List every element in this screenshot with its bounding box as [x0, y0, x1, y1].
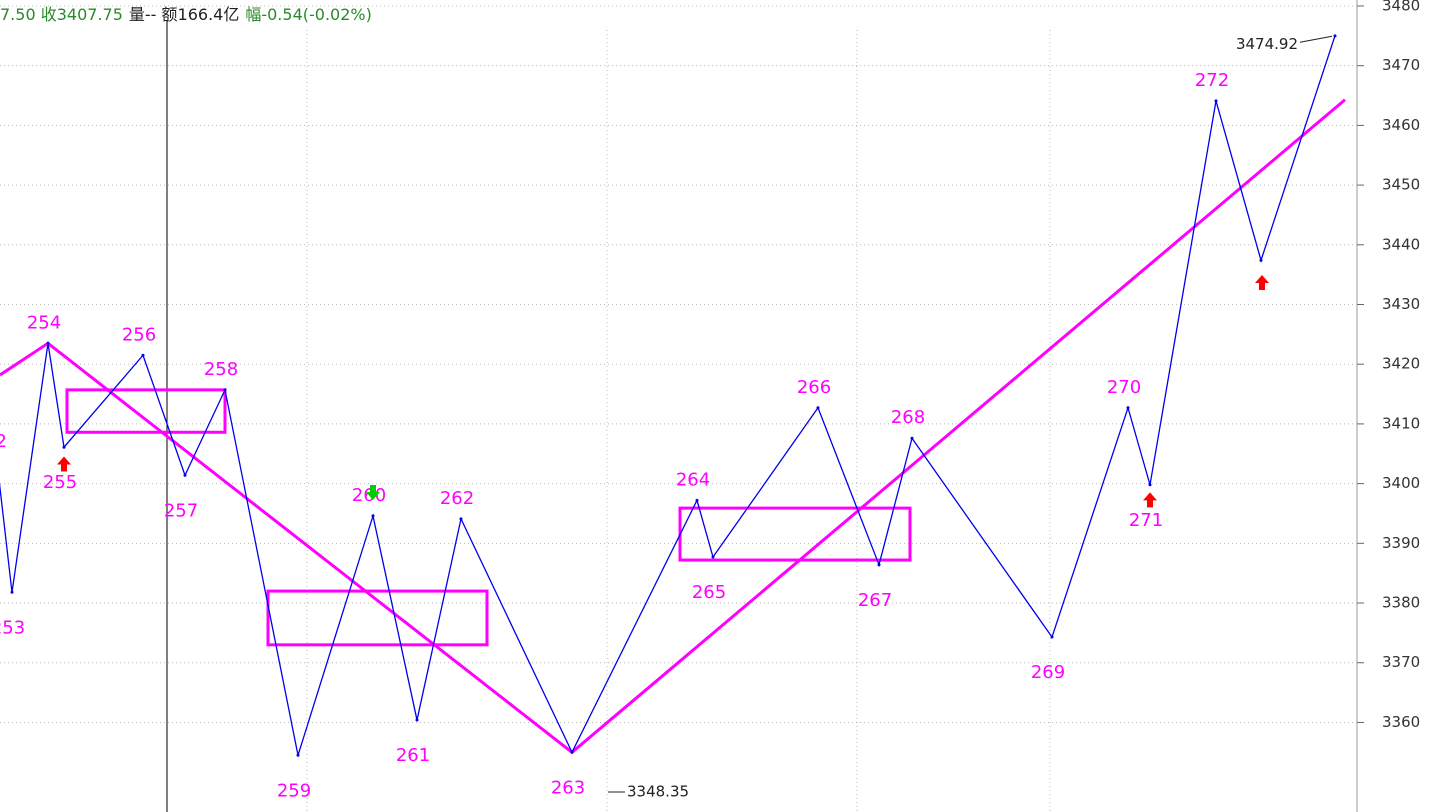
- pivot-label: 271: [1129, 510, 1163, 531]
- pivot-label: 265: [692, 582, 726, 603]
- pivot-label: 267: [858, 590, 892, 611]
- pivot: [415, 718, 419, 722]
- extreme-label: 3474.92: [1236, 35, 1298, 53]
- y-tick-label: 3470: [1382, 56, 1420, 74]
- consolidation-box: [678, 506, 912, 562]
- y-tick-label: 3380: [1382, 594, 1420, 612]
- pivot-label: 252: [0, 431, 7, 452]
- pivot: [46, 341, 50, 345]
- y-tick-label: 3480: [1382, 0, 1420, 14]
- y-tick-label: 3390: [1382, 534, 1420, 552]
- pivot-label: 257: [164, 500, 198, 521]
- pivot: [1214, 99, 1218, 103]
- vertical-grid: [306, 30, 1051, 812]
- pivot: [695, 498, 699, 502]
- y-tick-label: 3460: [1382, 116, 1420, 134]
- pivot: [816, 406, 820, 410]
- pivot: [223, 388, 227, 392]
- header-part: 幅-0.54(-0.02%): [245, 5, 372, 24]
- pivot: [1050, 635, 1054, 639]
- signal-arrow: [366, 484, 380, 500]
- pivot-label: 264: [676, 469, 710, 490]
- pivot: [10, 590, 14, 594]
- pivot: [183, 473, 187, 477]
- pivot-label: 270: [1107, 377, 1141, 398]
- pivot: [459, 517, 463, 521]
- pivot-label: 253: [0, 617, 25, 638]
- y-tick-label: 3420: [1382, 355, 1420, 373]
- pivot-label: 261: [396, 745, 430, 766]
- y-tick-label: 3440: [1382, 235, 1420, 253]
- pivot: [371, 514, 375, 518]
- signal-arrow: [1143, 492, 1157, 508]
- pivot: [910, 436, 914, 440]
- y-tick-label: 3430: [1382, 295, 1420, 313]
- pivot-label: 259: [277, 780, 311, 801]
- pivot: [877, 563, 881, 567]
- header: 7.50 收3407.75 量-- 额166.4亿 幅-0.54(-0.02%): [0, 5, 372, 24]
- pivot-label: 268: [891, 407, 925, 428]
- extreme-label: 3348.35: [627, 782, 689, 800]
- pivot: [141, 353, 145, 357]
- y-tick-label: 3370: [1382, 653, 1420, 671]
- pivot-label: 266: [797, 377, 831, 398]
- trend-line: [0, 98, 1346, 755]
- pivot: [570, 750, 574, 754]
- pivot-label: 272: [1195, 70, 1229, 91]
- pivot-label: 256: [122, 324, 156, 345]
- pivot: [1148, 483, 1152, 487]
- signal-arrow: [1255, 275, 1269, 291]
- y-tick-label: 3400: [1382, 474, 1420, 492]
- y-tick-label: 3450: [1382, 176, 1420, 194]
- pivot: [62, 445, 66, 449]
- pivot-label: 258: [204, 359, 238, 380]
- pivot: [711, 555, 715, 559]
- signal-arrow: [57, 456, 71, 472]
- pivot-label: 263: [551, 777, 585, 798]
- header-part: 量-- 额166.4亿: [129, 5, 239, 24]
- y-tick-label: 3410: [1382, 414, 1420, 432]
- consolidation-box: [65, 388, 227, 434]
- pivot-label: 269: [1031, 662, 1065, 683]
- pivot: [296, 753, 300, 757]
- consolidation-box: [266, 589, 489, 647]
- pivot-label: 255: [43, 472, 77, 493]
- pivot: [1259, 258, 1263, 262]
- pivot-label: 254: [27, 312, 61, 333]
- pivot: [1333, 34, 1337, 38]
- header-part: 7.50 收3407.75: [0, 5, 123, 24]
- y-tick-label: 3360: [1382, 713, 1420, 731]
- pivot: [1126, 406, 1130, 410]
- pivot-label: 262: [440, 488, 474, 509]
- extreme-pointer: [1299, 35, 1333, 43]
